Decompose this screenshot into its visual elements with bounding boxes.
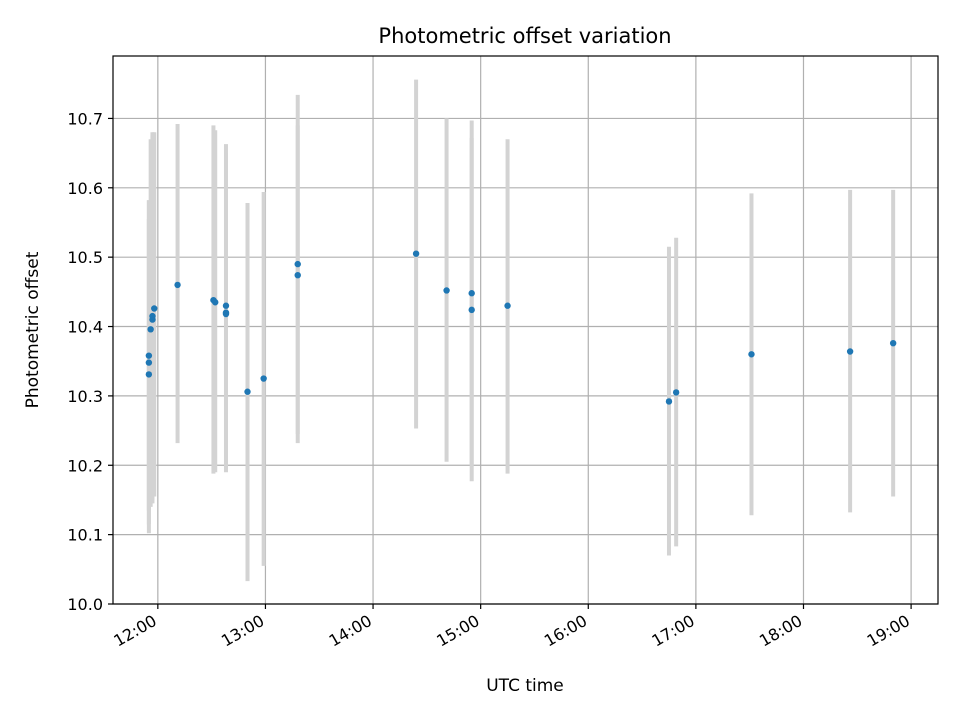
y-axis-ticks: 10.0 10.1 10.2 10.3 10.4 10.5 10.6 10.7	[67, 109, 113, 614]
data-point	[294, 260, 301, 268]
data-point	[665, 398, 673, 405]
plot-area-frame	[112, 55, 939, 605]
y-tick-label: 10.1	[67, 526, 103, 545]
grid	[113, 56, 938, 605]
chart-title: Photometric offset variation	[378, 24, 671, 48]
data-point	[889, 339, 897, 347]
y-tick-label: 10.3	[67, 387, 103, 406]
data-point	[145, 371, 153, 378]
y-tick-label: 10.5	[67, 248, 103, 267]
data-point	[222, 310, 230, 318]
data-point	[174, 281, 181, 289]
data-point	[260, 375, 267, 382]
data-point	[294, 272, 301, 279]
y-tick-label: 10.6	[67, 179, 103, 198]
data-point	[145, 352, 153, 359]
data-point	[412, 250, 420, 257]
y-axis-label: Photometric offset	[23, 251, 43, 408]
data-point	[846, 348, 854, 355]
data-point	[244, 388, 251, 395]
y-tick-label: 10.0	[67, 595, 103, 614]
data-point	[147, 326, 154, 333]
data-point	[222, 302, 230, 309]
data-point	[145, 359, 153, 366]
data-point	[672, 389, 680, 396]
y-tick-label: 10.2	[67, 456, 103, 475]
data-points	[145, 250, 897, 405]
data-point	[468, 306, 475, 314]
data-point	[504, 302, 511, 309]
y-tick-label: 10.7	[67, 109, 103, 128]
data-point	[212, 299, 219, 306]
data-point	[748, 351, 755, 358]
y-tick-label: 10.4	[67, 318, 103, 337]
data-point	[468, 290, 475, 297]
data-point	[443, 287, 450, 294]
data-point	[151, 305, 158, 312]
x-axis-label: UTC time	[486, 676, 564, 696]
data-point	[149, 312, 156, 320]
